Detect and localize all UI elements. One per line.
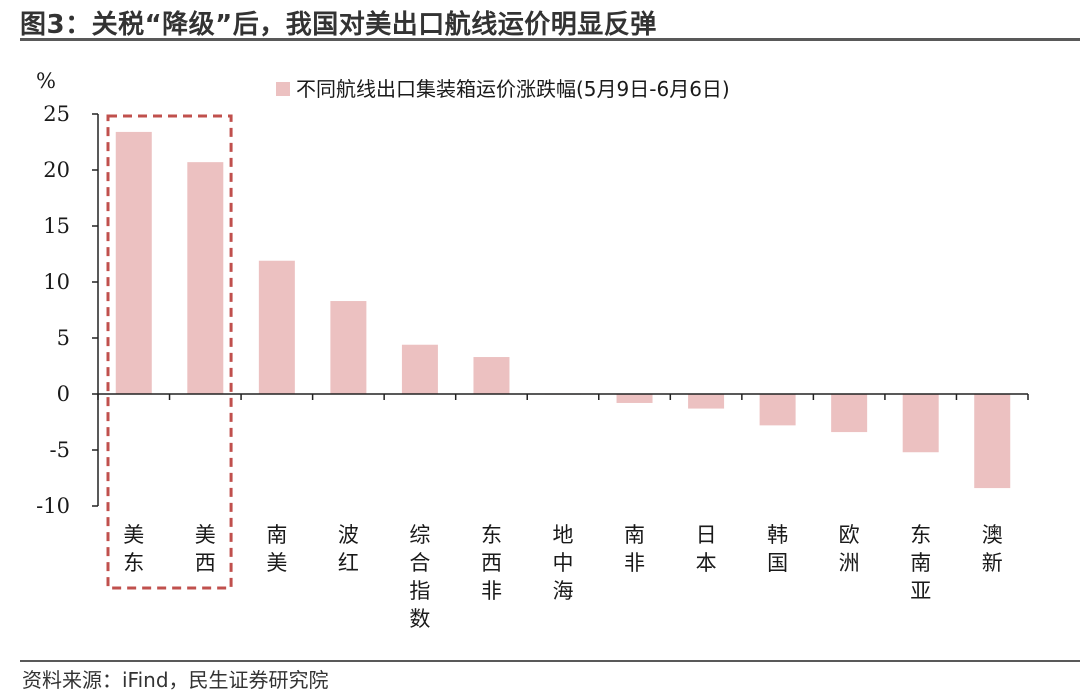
y-tick-label: 20 — [43, 158, 70, 182]
x-category-char: 东 — [910, 523, 931, 547]
x-category-char: 综 — [409, 523, 430, 547]
x-category-char: 西 — [195, 551, 216, 575]
legend-swatch — [276, 82, 290, 96]
x-category-label: 韩国 — [767, 523, 788, 575]
bar-8 — [616, 394, 653, 403]
bar-10 — [759, 394, 796, 426]
bar-3 — [258, 260, 295, 394]
x-category-label: 东南亚 — [910, 523, 931, 603]
bar-11 — [831, 394, 868, 433]
x-category-char: 合 — [409, 551, 430, 575]
title-divider — [20, 38, 1080, 41]
y-axis: 25 20 15 10 5 0 -5 -10 — [36, 102, 99, 518]
x-axis — [97, 393, 1029, 400]
x-category-char: 欧 — [839, 523, 860, 547]
x-category-label: 欧洲 — [839, 523, 860, 575]
x-category-char: 指 — [409, 579, 430, 603]
x-category-char: 美 — [266, 551, 287, 575]
x-category-char: 亚 — [910, 579, 931, 603]
x-category-label: 南美 — [266, 523, 287, 575]
chart-title: 图3：关税“降级”后，我国对美出口航线运价明显反弹 — [20, 10, 657, 40]
bar-4 — [330, 301, 367, 394]
y-tick-label: 25 — [43, 102, 70, 126]
x-category-char: 南 — [910, 551, 931, 575]
x-category-label: 东西非 — [481, 523, 502, 603]
y-tick-label: 5 — [57, 326, 70, 350]
x-category-char: 西 — [481, 551, 502, 575]
x-category-label: 美西 — [195, 523, 216, 575]
x-category-label: 美东 — [123, 523, 144, 575]
x-category-char: 新 — [982, 551, 1003, 575]
x-category-char: 国 — [767, 551, 788, 575]
bar-13 — [974, 394, 1011, 489]
bar-1 — [115, 131, 152, 395]
legend-label: 不同航线出口集装箱运价涨跌幅(5月9日-6月6日) — [296, 77, 730, 101]
source-note: 资料来源：iFind，民生证券研究院 — [22, 668, 329, 692]
y-tick-label: -10 — [36, 494, 70, 518]
x-category-char: 南 — [624, 523, 645, 547]
x-category-char: 东 — [481, 523, 502, 547]
x-category-label: 综合指数 — [409, 523, 430, 631]
x-category-char: 非 — [481, 579, 502, 603]
y-tick-label: -5 — [50, 438, 70, 462]
x-category-char: 数 — [409, 607, 430, 631]
bar-6 — [473, 357, 510, 394]
y-tick-label: 10 — [43, 270, 70, 294]
x-category-char: 地 — [553, 523, 574, 547]
bar-5 — [401, 344, 438, 394]
x-category-char: 南 — [266, 523, 287, 547]
x-category-char: 中 — [553, 551, 574, 575]
y-tick-label: 0 — [57, 382, 70, 406]
x-category-char: 美 — [123, 523, 144, 547]
y-axis-unit-label: % — [36, 69, 56, 93]
x-category-char: 美 — [195, 523, 216, 547]
x-category-char: 韩 — [767, 523, 788, 547]
x-category-char: 东 — [123, 551, 144, 575]
bar-12 — [902, 394, 939, 453]
x-category-char: 澳 — [982, 523, 1003, 547]
x-category-label: 日本 — [696, 523, 717, 575]
x-category-label: 波红 — [338, 523, 359, 575]
x-category-char: 本 — [696, 551, 717, 575]
chart-legend: 不同航线出口集装箱运价涨跌幅(5月9日-6月6日) — [276, 77, 730, 101]
highlight-box-us-routes — [106, 114, 233, 590]
x-category-char: 波 — [338, 523, 359, 547]
x-category-char: 海 — [553, 579, 574, 603]
bar-2 — [187, 162, 224, 394]
source-divider — [20, 660, 1080, 662]
chart-header: 图3：关税“降级”后，我国对美出口航线运价明显反弹 — [0, 0, 1080, 44]
bar-chart: 不同航线出口集装箱运价涨跌幅(5月9日-6月6日) % 25 20 15 10 5 0 -5… — [36, 69, 1029, 631]
x-category-label: 澳新 — [982, 523, 1003, 575]
x-category-label: 南非 — [624, 523, 645, 575]
x-category-char: 非 — [624, 551, 645, 575]
x-category-label: 地中海 — [553, 523, 574, 603]
bar-series — [115, 131, 1011, 489]
x-category-char: 洲 — [839, 551, 860, 575]
x-category-char: 红 — [338, 551, 359, 575]
bar-9 — [688, 394, 725, 409]
y-tick-label: 15 — [43, 214, 70, 238]
x-category-char: 日 — [696, 523, 717, 547]
